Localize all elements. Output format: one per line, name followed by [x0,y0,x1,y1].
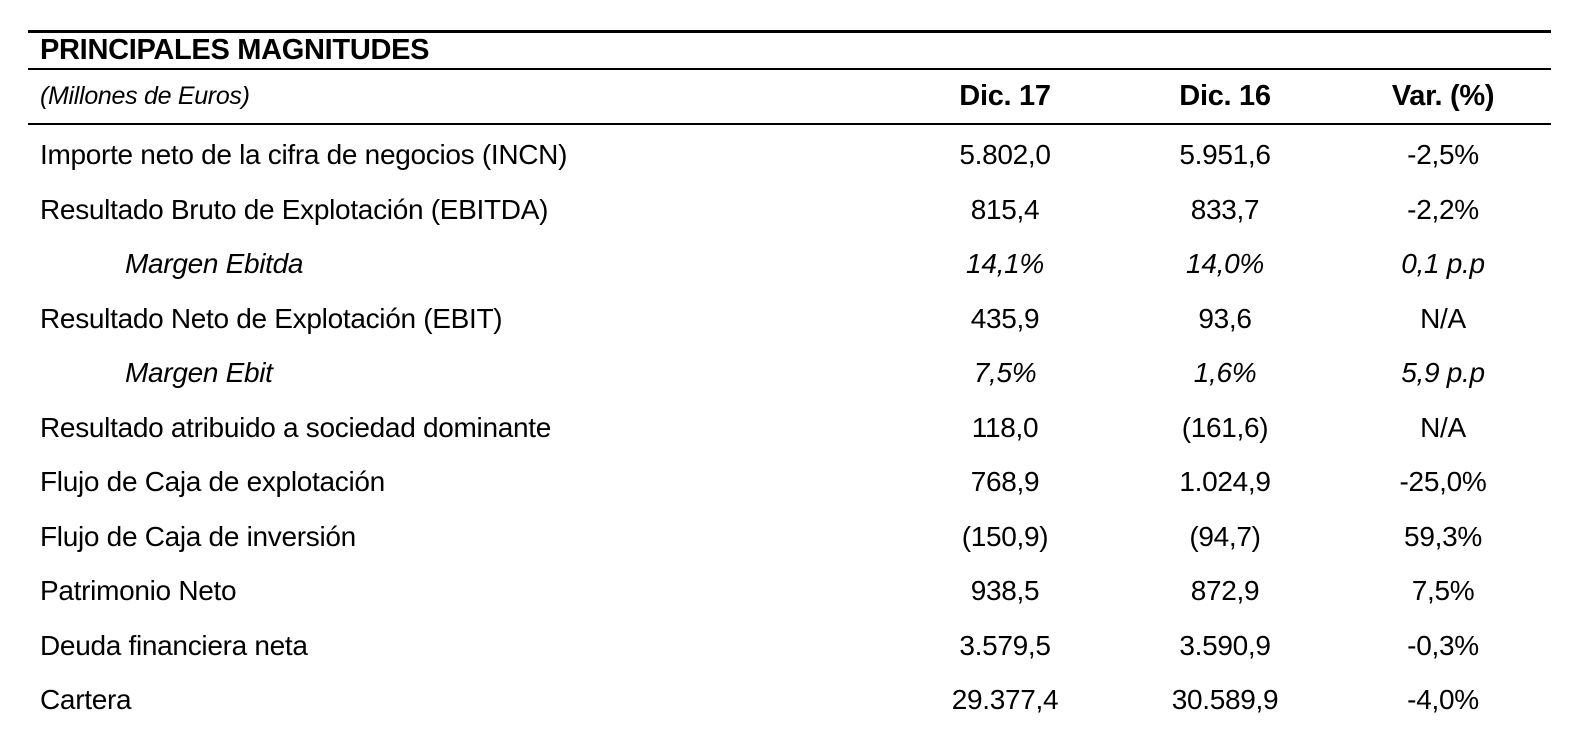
dic16-value: (94,7) [1189,520,1261,552]
row-label: Flujo de Caja de inversión [40,520,356,552]
table-row-margin-ebitda: Margen Ebitda 14,1% 14,0% 0,1 p.p [28,237,1551,292]
var-value: N/A [1420,411,1466,443]
table-row-margin-ebit: Margen Ebit 7,5% 1,6% 5,9 p.p [28,346,1551,401]
dic17-value: 768,9 [970,466,1040,498]
row-label: Margen Ebit [125,357,273,389]
table-row: Resultado Bruto de Explotación (EBITDA) … [28,183,1551,238]
row-label: Resultado Bruto de Explotación (EBITDA) [40,193,549,225]
dic17-value: 435,9 [970,302,1040,334]
dic17-value: 3.579,5 [959,629,1051,661]
dic17-value: 938,5 [970,575,1040,607]
dic17-value: (150,9) [961,520,1049,552]
column-header-dic16: Dic. 16 [1179,80,1271,112]
var-value: -0,3% [1407,629,1479,661]
var-value: -4,0% [1407,684,1479,716]
column-header-dic17: Dic. 17 [959,80,1051,112]
dic17-value: 14,1% [966,248,1044,280]
dic17-value: 118,0 [971,411,1039,443]
table-row: Cartera 29.377,4 30.589,9 -4,0% [28,673,1551,728]
row-label: Importe neto de la cifra de negocios (IN… [40,139,568,171]
dic16-value: 14,0% [1186,248,1264,280]
var-value: N/A [1420,302,1466,334]
dic16-value: 93,6 [1198,302,1252,334]
row-label: Resultado Neto de Explotación (EBIT) [40,302,503,334]
table-row: Deuda financiera neta 3.579,5 3.590,9 -0… [28,619,1551,674]
table-header-row: (Millones de Euros) Dic. 17 Dic. 16 Var.… [28,70,1551,125]
var-value: -25,0% [1399,466,1487,498]
column-header-var: Var. (%) [1391,80,1495,112]
table-row: Resultado atribuido a sociedad dominante… [28,401,1551,456]
table-row: Flujo de Caja de inversión (150,9) (94,7… [28,510,1551,565]
dic16-value: 3.590,9 [1179,629,1271,661]
dic17-value: 29.377,4 [951,684,1059,716]
dic16-value: 872,9 [1190,575,1260,607]
var-value: 5,9 p.p [1401,357,1485,389]
table-body: Importe neto de la cifra de negocios (IN… [28,125,1551,728]
table-title: PRINCIPALES MAGNITUDES [40,34,430,66]
table-title-row: PRINCIPALES MAGNITUDES [28,30,1551,70]
dic16-value: 5.951,6 [1179,139,1271,171]
dic16-value: 1.024,9 [1179,466,1271,498]
row-label: Flujo de Caja de explotación [40,466,385,498]
row-label: Deuda financiera neta [40,629,308,661]
row-label: Patrimonio Neto [40,575,237,607]
var-value: 0,1 p.p [1401,248,1485,280]
dic16-value: 1,6% [1193,357,1257,389]
table-row: Resultado Neto de Explotación (EBIT) 435… [28,292,1551,347]
units-note: (Millones de Euros) [40,82,250,110]
var-value: -2,5% [1407,139,1479,171]
table-row: Flujo de Caja de explotación 768,9 1.024… [28,455,1551,510]
dic16-value: 30.589,9 [1171,684,1279,716]
table-row: Importe neto de la cifra de negocios (IN… [28,128,1551,183]
dic16-value: (161,6) [1181,411,1269,443]
var-value: 7,5% [1411,575,1475,607]
var-value: -2,2% [1407,193,1479,225]
dic17-value: 7,5% [973,357,1037,389]
row-label: Margen Ebitda [125,248,304,280]
row-label: Resultado atribuido a sociedad dominante [40,411,552,443]
table-row: Patrimonio Neto 938,5 872,9 7,5% [28,564,1551,619]
dic16-value: 833,7 [1190,193,1260,225]
principales-magnitudes-table: PRINCIPALES MAGNITUDES (Millones de Euro… [28,30,1551,728]
dic17-value: 815,4 [970,193,1040,225]
dic17-value: 5.802,0 [959,139,1051,171]
var-value: 59,3% [1404,520,1482,552]
row-label: Cartera [40,684,132,716]
